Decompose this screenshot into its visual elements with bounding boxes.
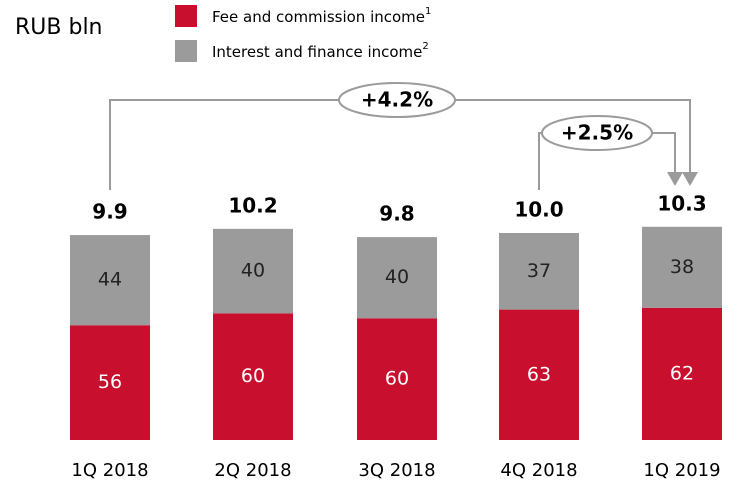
segment-label: 37: [527, 260, 551, 282]
segment-label: 44: [98, 269, 122, 291]
x-tick-label: 3Q 2018: [358, 460, 435, 481]
bar-segment: [642, 226, 722, 308]
total-label: 9.9: [92, 200, 127, 224]
bar-segment: [70, 325, 150, 440]
segment-label: 63: [527, 363, 551, 385]
legend-label: Fee and commission income1: [212, 6, 431, 26]
x-tick-label: 1Q 2019: [643, 460, 720, 481]
total-label: 10.2: [228, 193, 277, 217]
bar-segment: [357, 237, 437, 319]
x-tick-label: 4Q 2018: [500, 460, 577, 481]
annotation: +2.5%: [561, 121, 633, 145]
annotation-oval: [541, 115, 653, 151]
segment-label: 40: [241, 260, 265, 282]
bar-segment: [499, 309, 579, 440]
chart-title: RUB bln: [15, 15, 103, 40]
segment-label: 56: [98, 371, 122, 393]
arrow-head: [667, 172, 683, 186]
bar-segment: [213, 313, 293, 440]
total-label: 9.8: [379, 202, 414, 226]
bar-segment: [213, 228, 293, 314]
legend-label: Interest and finance income2: [212, 41, 429, 61]
total-label: 10.3: [657, 191, 706, 215]
segment-label: 38: [670, 256, 694, 278]
x-tick-label: 1Q 2018: [71, 460, 148, 481]
segment-label: 60: [385, 368, 409, 390]
bar-segment: [642, 307, 722, 440]
arrow-head: [682, 172, 698, 186]
total-label: 10.0: [514, 198, 563, 222]
legend-swatch: [175, 5, 197, 27]
bar-segment: [499, 233, 579, 310]
annotation: +4.2%: [361, 88, 433, 112]
segment-label: 60: [241, 365, 265, 387]
annotation-oval: [338, 82, 456, 118]
segment-label: 62: [670, 362, 694, 384]
bar-segment: [70, 235, 150, 326]
x-tick-label: 2Q 2018: [214, 460, 291, 481]
segment-label: 40: [385, 266, 409, 288]
legend-swatch: [175, 40, 197, 62]
bar-segment: [357, 318, 437, 440]
